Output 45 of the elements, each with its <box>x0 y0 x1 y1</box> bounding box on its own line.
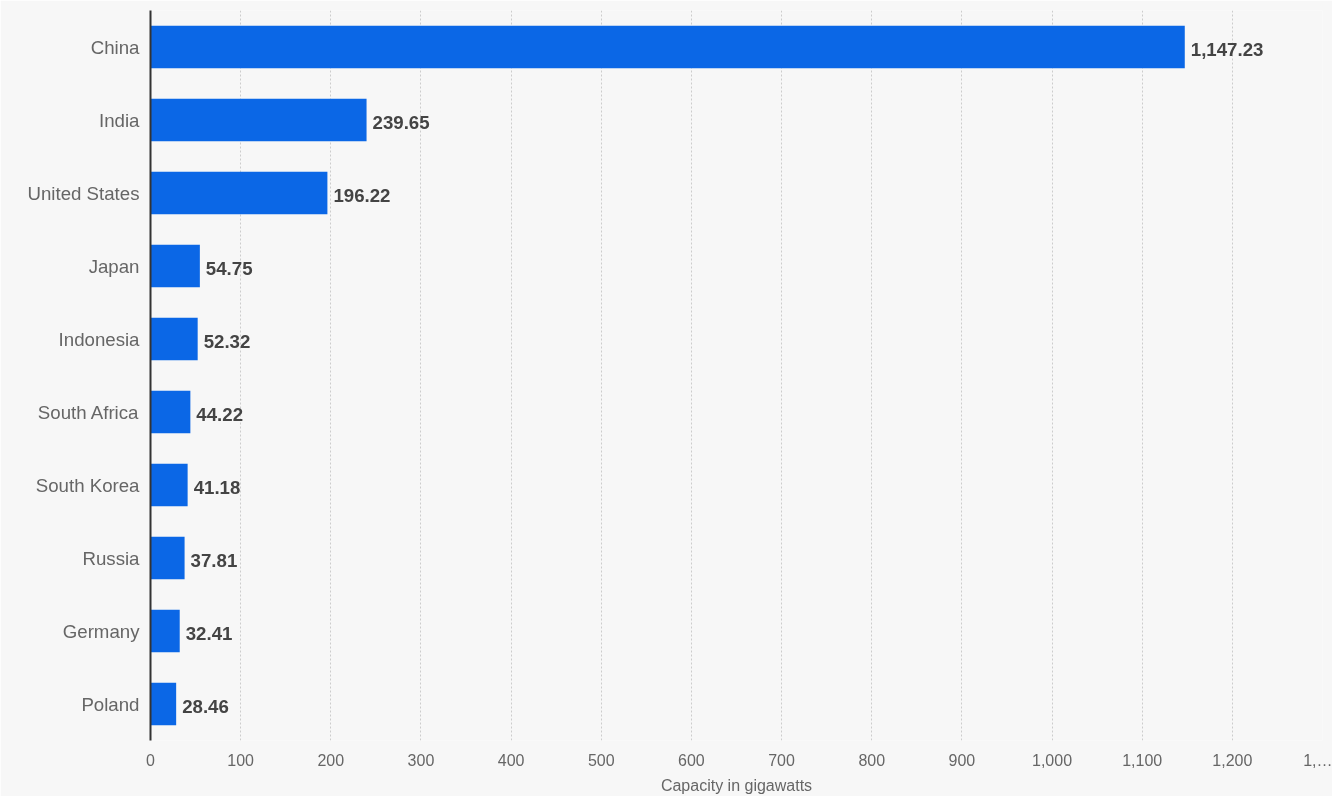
y-tick-label: South Africa <box>37 401 140 423</box>
data-label: 44.22 <box>196 404 244 425</box>
bar <box>150 609 180 653</box>
data-label: 52.32 <box>203 331 251 352</box>
x-tick-label: 1,200 <box>1212 751 1253 769</box>
x-tick-label: 400 <box>497 751 525 769</box>
data-label: 196.22 <box>333 185 391 206</box>
y-tick-label: Germany <box>62 620 141 642</box>
data-label: 239.65 <box>372 112 430 133</box>
x-tick-label: 800 <box>858 751 886 769</box>
data-label: 41.18 <box>193 477 241 498</box>
x-tick-label: 1,… <box>1303 751 1332 769</box>
x-tick-label: 500 <box>587 751 615 769</box>
x-tick-label: 300 <box>407 751 435 769</box>
data-label: 37.81 <box>190 550 238 571</box>
y-tick-label: Indonesia <box>58 328 141 350</box>
y-tick-label: Russia <box>82 547 141 569</box>
y-tick-label: China <box>90 36 141 58</box>
bar <box>150 25 1185 69</box>
bar <box>150 536 185 580</box>
y-tick-label: Poland <box>81 693 140 715</box>
y-tick-label: India <box>99 109 141 131</box>
x-axis-title: Capacity in gigawatts <box>660 776 813 794</box>
data-label: 32.41 <box>185 623 233 644</box>
x-tick-label: 0 <box>146 751 156 769</box>
x-tick-label: 1,000 <box>1032 751 1073 769</box>
data-label: 28.46 <box>182 696 229 717</box>
bar <box>150 317 198 361</box>
x-tick-label: 1,100 <box>1122 751 1163 769</box>
x-tick-label: 600 <box>678 751 705 769</box>
y-tick-label: United States <box>27 182 140 204</box>
y-tick-label: South Korea <box>35 474 141 496</box>
data-label: 1,147.23 <box>1190 39 1264 60</box>
x-tick-label: 700 <box>768 751 796 769</box>
bar <box>150 463 188 507</box>
bar <box>150 390 191 434</box>
data-label: 54.75 <box>205 258 253 279</box>
x-tick-label: 100 <box>227 751 255 769</box>
bar <box>150 244 200 288</box>
y-tick-label: Japan <box>88 255 140 277</box>
bar <box>150 98 367 142</box>
x-tick-label: 200 <box>317 751 345 769</box>
x-tick-label: 900 <box>948 751 976 769</box>
bar <box>150 682 177 726</box>
bar <box>150 171 328 215</box>
